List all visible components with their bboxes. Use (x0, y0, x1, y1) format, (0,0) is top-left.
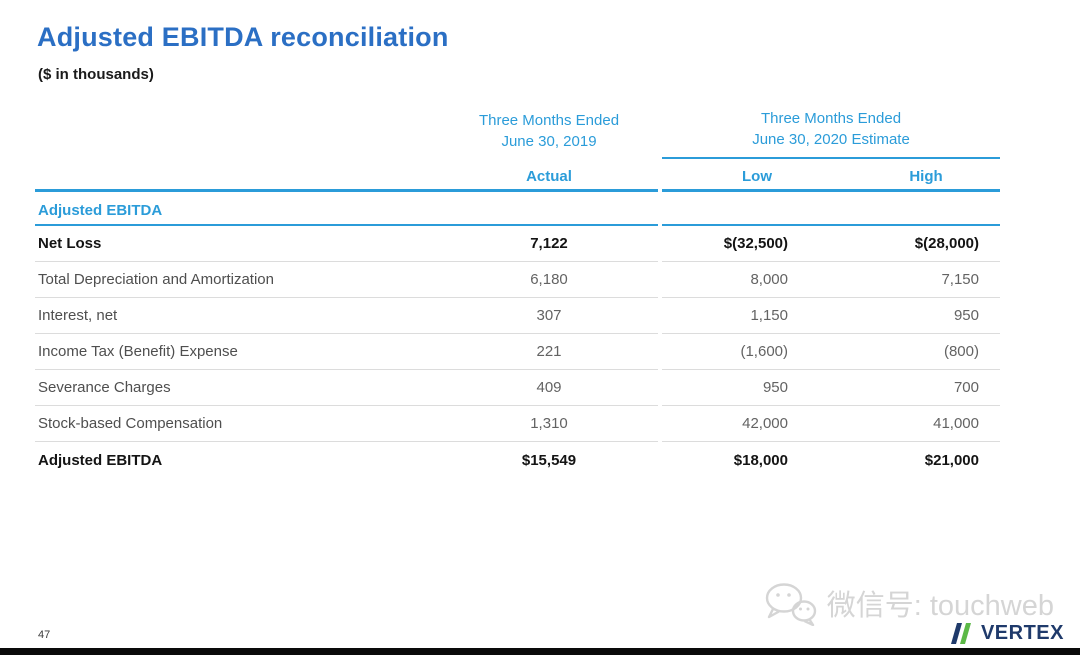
cell-low: 1,150 (662, 298, 852, 334)
units-note: ($ in thousands) (38, 66, 154, 83)
cell-high: $(28,000) (852, 226, 1000, 262)
cell-high: $21,000 (924, 451, 979, 469)
ebitda-reconciliation-table: Three Months Ended June 30, 2019 Three M… (35, 108, 1000, 478)
row-label: Stock-based Compensation (35, 406, 440, 442)
bottom-black-bar (0, 648, 1080, 655)
group-header-2020-line2: June 30, 2020 Estimate (752, 131, 910, 149)
wechat-watermark-text: 微信号: touchweb (826, 590, 1054, 622)
table-row-income-tax: Income Tax (Benefit) Expense 221 (1,600)… (35, 334, 1000, 370)
cell-low: $18,000 (733, 451, 788, 469)
table-row-stock-comp: Stock-based Compensation 1,310 42,000 41… (35, 406, 1000, 442)
group-header-2019-line2: June 30, 2019 (501, 133, 597, 151)
section-header-fill (852, 192, 1000, 226)
table-group-header-row: Three Months Ended June 30, 2019 Three M… (35, 108, 1000, 159)
group-header-2019-line1: Three Months Ended (478, 112, 620, 129)
row-label: Interest, net (35, 298, 440, 334)
row-label: Severance Charges (35, 370, 440, 406)
table-row-interest: Interest, net 307 1,150 950 (35, 298, 1000, 334)
cell-high: 41,000 (852, 406, 1000, 442)
cell-high: 950 (852, 298, 1000, 334)
section-header-fill (662, 192, 852, 226)
cell-actual: 1,310 (440, 406, 658, 442)
cell-low: 8,000 (662, 262, 852, 298)
table-section-header-row: Adjusted EBITDA (35, 192, 1000, 226)
cell-low: 950 (662, 370, 852, 406)
cell-actual: 7,122 (440, 226, 658, 262)
cell-actual: 221 (440, 334, 658, 370)
row-label: Net Loss (35, 226, 440, 262)
row-label: Adjusted EBITDA (38, 451, 163, 469)
page-title: Adjusted EBITDA reconciliation (37, 22, 449, 52)
cell-actual: 409 (440, 370, 658, 406)
cell-actual: 6,180 (440, 262, 658, 298)
wechat-watermark: 微信号: touchweb (763, 580, 1054, 626)
vertex-logo-icon (950, 623, 977, 644)
cell-low: $(32,500) (662, 226, 852, 262)
vertex-logo: VERTEX (950, 622, 1064, 645)
cell-low: (1,600) (662, 334, 852, 370)
table-column-header-row: Actual Low High (35, 157, 1000, 192)
table-row-severance: Severance Charges 409 950 700 (35, 370, 1000, 406)
group-header-2019: Three Months Ended June 30, 2019 (440, 108, 658, 159)
cell-actual: $15,549 (521, 451, 577, 469)
group-header-2020-line1: Three Months Ended (760, 110, 902, 127)
wechat-icon (763, 580, 817, 626)
section-header-label: Adjusted EBITDA (35, 192, 440, 226)
column-header-low: Low (662, 157, 852, 192)
row-label: Total Depreciation and Amortization (35, 262, 440, 298)
cell-high: 7,150 (852, 262, 1000, 298)
column-header-actual: Actual (440, 157, 658, 192)
section-header-fill (440, 192, 658, 226)
row-label: Income Tax (Benefit) Expense (35, 334, 440, 370)
cell-high: (800) (852, 334, 1000, 370)
group-header-2020: Three Months Ended June 30, 2020 Estimat… (662, 108, 1000, 159)
table-row-net-loss: Net Loss 7,122 $(32,500) $(28,000) (35, 226, 1000, 262)
cell-low: 42,000 (662, 406, 852, 442)
cell-actual: 307 (440, 298, 658, 334)
column-header-high: High (852, 157, 1000, 192)
column-header-spacer (35, 157, 440, 192)
table-row-depreciation: Total Depreciation and Amortization 6,18… (35, 262, 1000, 298)
page-number: 47 (38, 629, 51, 641)
vertex-logo-text: VERTEX (980, 622, 1064, 644)
table-row-adjusted-ebitda-total: Adjusted EBITDA $15,549 $18,000 $21,000 (35, 442, 1000, 478)
cell-high: 700 (852, 370, 1000, 406)
